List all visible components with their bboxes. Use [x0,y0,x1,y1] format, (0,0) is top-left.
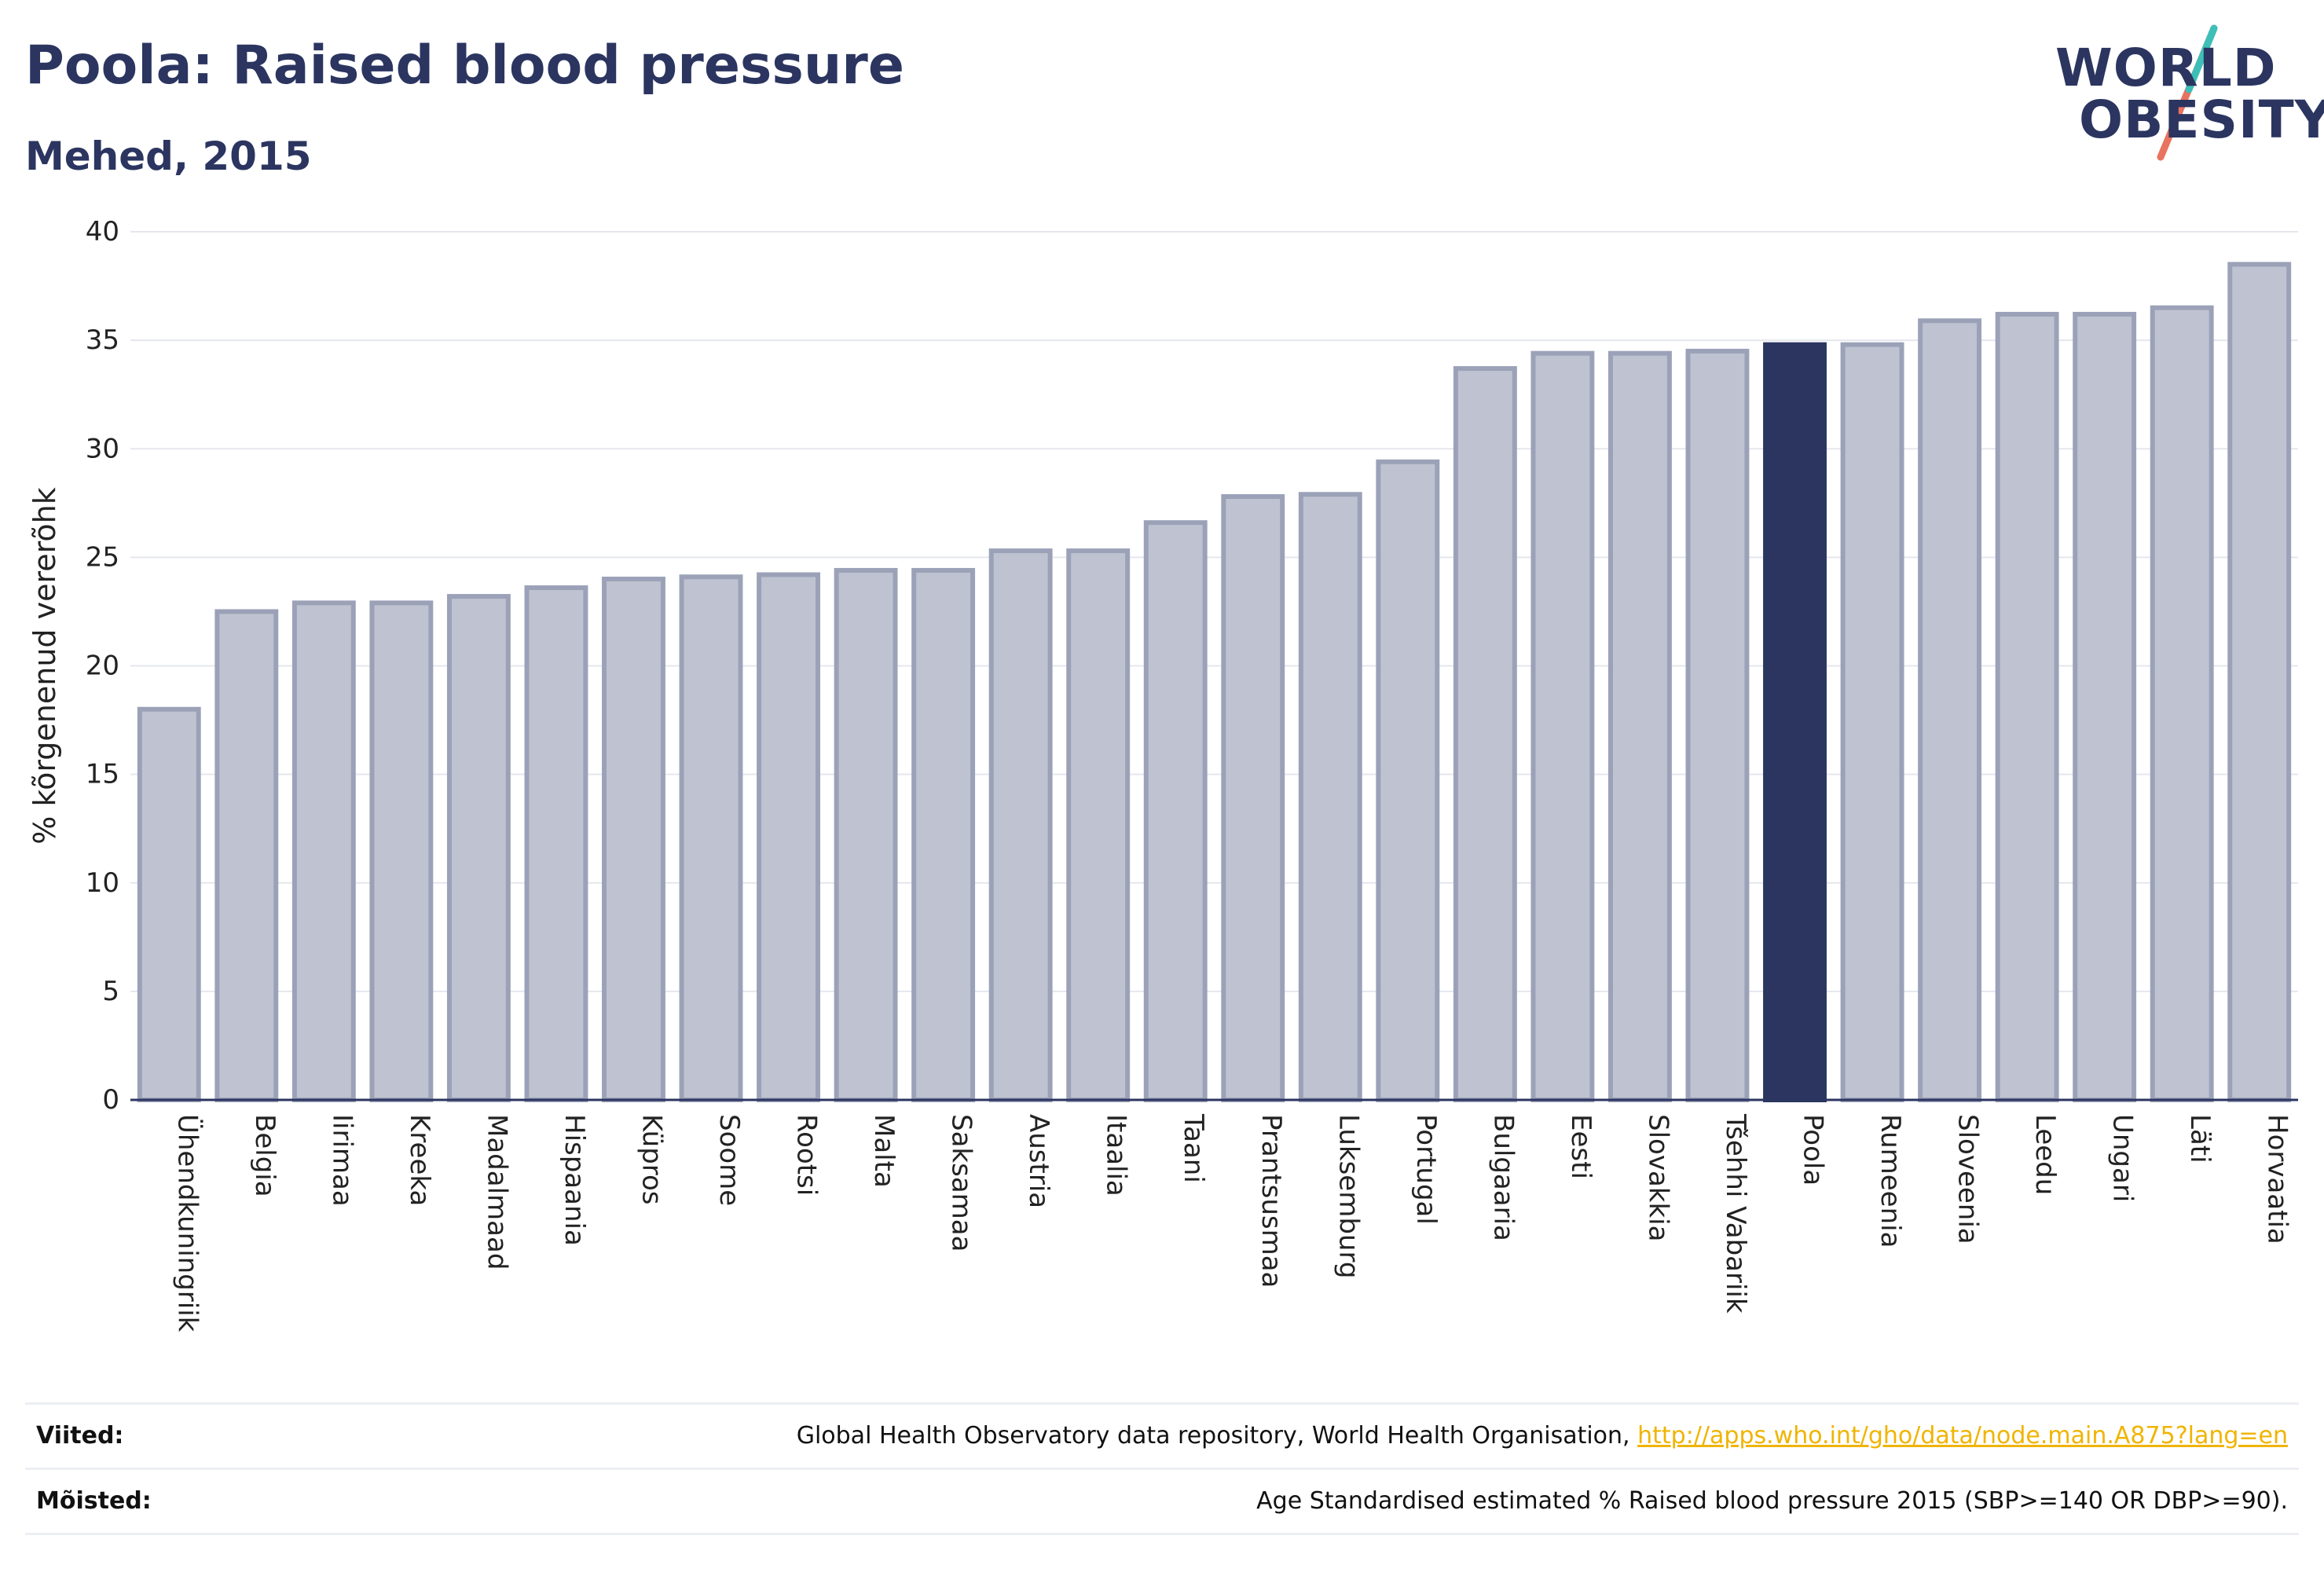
x-tick-label: Leedu [2029,1114,2061,1195]
x-tick-label: Eesti [1565,1114,1596,1179]
bar [988,548,1053,1102]
bar [2227,262,2292,1102]
bar [291,600,356,1102]
x-tick-label: Kreeka [404,1114,435,1206]
x-tick-label: Tšehhi Vabariik [1720,1113,1751,1314]
bar [679,574,743,1102]
x-tick-label: Austria [1023,1114,1054,1208]
logo-word-obesity: OBESITY [2079,90,2324,150]
x-tick-label: Ühendkuningriik [171,1114,203,1332]
x-tick-label: Iirimaa [326,1114,357,1207]
bar [1918,318,1982,1102]
x-tick-label: Poola [1798,1114,1829,1186]
references-label: Viited: [36,1422,124,1450]
y-tick-label: 15 [86,759,119,790]
bar [602,577,665,1102]
bar [1143,520,1208,1102]
bar [214,609,279,1102]
bar [1530,350,1595,1102]
bar [1608,350,1672,1102]
y-tick-label: 5 [102,976,119,1007]
x-tick-label: Soome [713,1114,745,1206]
chart-title: Poola: Raised blood pressure [25,35,904,97]
bar [911,567,976,1102]
x-tick-label: Bulgaaria [1487,1114,1519,1241]
x-tick-label: Itaalia [1101,1114,1132,1197]
bar [1376,459,1440,1102]
y-tick-label: 25 [86,541,119,573]
definitions-text: Age Standardised estimated % Raised bloo… [1256,1487,2288,1515]
x-tick-label: Luksemburg [1332,1114,1364,1278]
x-tick-label: Portugal [1410,1114,1442,1225]
bar [1840,342,1904,1102]
x-tick-label: Horvaatia [2262,1114,2293,1244]
x-tick-label: Hispaania [559,1114,590,1246]
y-tick-label: 35 [86,324,119,356]
bar [1995,311,2059,1103]
bar [1685,348,1750,1102]
bar [524,585,588,1102]
x-tick-label: Ungari [2107,1114,2139,1202]
bar [834,567,898,1102]
x-tick-label: Madalmaad [481,1114,512,1270]
bar [1763,342,1827,1102]
sources-table: Viited: Global Health Observatory data r… [25,1402,2299,1535]
x-tick-label: Taani [1178,1113,1209,1183]
y-tick-label: 40 [86,216,119,247]
x-tick-label: Saksamaa [946,1114,977,1252]
logo-slash-icon [2157,24,2218,161]
bar [1066,548,1131,1102]
y-tick-label: 20 [86,651,119,682]
x-tick-label: Slovakkia [1642,1114,1673,1241]
x-tick-label: Prantsusmaa [1255,1114,1287,1288]
bar [137,706,201,1102]
bar [1221,494,1285,1102]
logo-word-world: WORLD [2055,38,2277,98]
bar-chart: 0 5 10 15 20 25 30 35 40 % kõrgenenud vererõhk Ühe… [27,216,2298,1332]
y-axis-label: % kõrgenenud vererõhk [27,487,62,845]
world-obesity-logo: WORLD OBESITY [2043,22,2324,163]
bar [446,594,511,1102]
y-tick-label: 10 [86,867,119,899]
definitions-label: Mõisted: [36,1487,152,1515]
references-row: Viited: Global Health Observatory data r… [25,1405,2299,1470]
references-link[interactable]: http://apps.who.int/gho/data/node.main.A… [1637,1422,2288,1450]
bar [2150,305,2214,1102]
y-tick-label: 30 [86,433,119,464]
bar [2073,311,2137,1103]
chart-subtitle: Mehed, 2015 [25,134,312,179]
x-tick-label: Malta [868,1114,900,1188]
definitions-row: Mõisted: Age Standardised estimated % Ra… [25,1470,2299,1535]
references-text: Global Health Observatory data repositor… [796,1422,1630,1450]
x-tick-label: Rootsi [791,1114,823,1196]
bar [369,600,434,1102]
x-tick-label: Sloveenia [1952,1114,1984,1244]
x-tick-label: Rumeenia [1875,1114,1906,1248]
references-text-group: Global Health Observatory data repositor… [797,1422,2288,1450]
x-tick-label: Belgia [249,1114,280,1197]
x-tick-label: Läti [2184,1114,2216,1164]
y-tick-label: 0 [102,1084,119,1116]
x-tick-label: Küpros [636,1114,667,1204]
bar [757,572,820,1102]
bar [1298,492,1362,1102]
bar [1453,366,1517,1103]
